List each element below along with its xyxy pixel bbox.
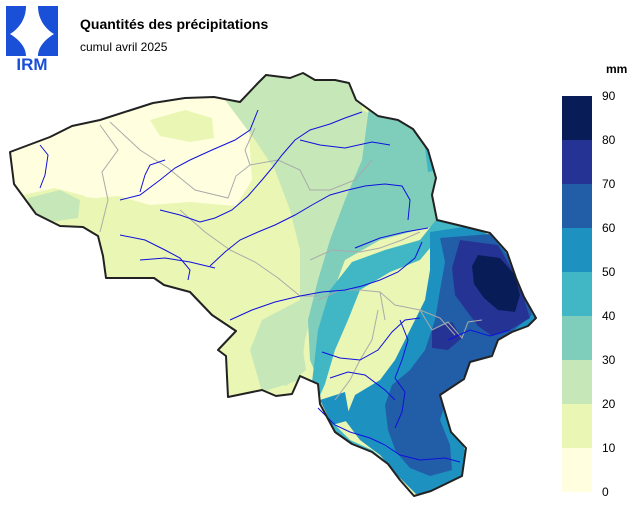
legend-swatch-10-20 bbox=[562, 404, 592, 448]
legend-tick-label: 70 bbox=[602, 177, 616, 191]
legend-swatch-20-30 bbox=[562, 360, 592, 404]
belgium-precipitation-map bbox=[9, 72, 537, 497]
logo-text: IRM bbox=[16, 55, 47, 72]
zone-20-30-south bbox=[266, 330, 306, 386]
precipitation-zones bbox=[10, 73, 536, 496]
color-legend bbox=[562, 96, 592, 492]
legend-tick-label: 50 bbox=[602, 265, 616, 279]
legend-swatch-50-60 bbox=[562, 228, 592, 272]
legend-tick-label: 0 bbox=[602, 485, 609, 499]
zone-20-30 bbox=[225, 73, 385, 392]
zone-40-50 bbox=[310, 140, 480, 496]
legend-swatch-30-40 bbox=[562, 316, 592, 360]
legend-unit: mm bbox=[606, 62, 628, 76]
zone-0-10 bbox=[10, 88, 252, 206]
legend-swatch-40-50 bbox=[562, 272, 592, 316]
map-title: Quantités des précipitations bbox=[80, 16, 269, 32]
zone-20-30-west bbox=[28, 190, 80, 222]
legend-swatch-70-80 bbox=[562, 140, 592, 184]
legend-tick-label: 20 bbox=[602, 397, 616, 411]
legend-tick-label: 60 bbox=[602, 221, 616, 235]
legend-tick-label: 40 bbox=[602, 309, 616, 323]
legend-tick-label: 90 bbox=[602, 89, 616, 103]
legend-swatch-80-90 bbox=[562, 96, 592, 140]
legend-swatch-0-10 bbox=[562, 448, 592, 492]
legend-tick-label: 80 bbox=[602, 133, 616, 147]
rivers bbox=[39, 109, 511, 463]
zone-80-90 bbox=[472, 255, 520, 312]
irm-logo: IRM bbox=[6, 6, 58, 74]
map-subtitle: cumul avril 2025 bbox=[80, 40, 168, 54]
belgium-outline bbox=[9, 72, 537, 497]
legend-tick-label: 10 bbox=[602, 441, 616, 455]
legend-swatch-60-70 bbox=[562, 184, 592, 228]
legend-tick-label: 30 bbox=[602, 353, 616, 367]
zone-10-20-north bbox=[150, 110, 214, 142]
